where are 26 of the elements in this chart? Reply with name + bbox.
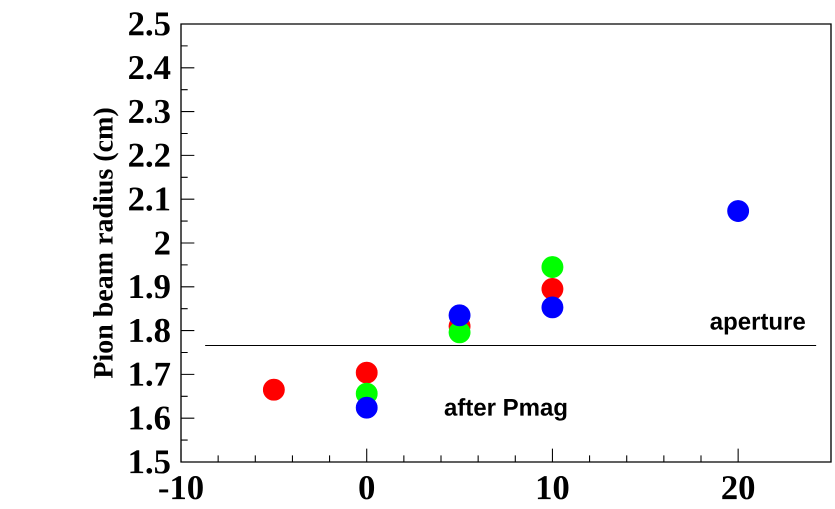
ref-line-label: aperture — [710, 314, 805, 335]
x-tick-label: 20 — [722, 476, 754, 500]
x-tick-label: 0 — [359, 476, 374, 500]
x-tick-label: -10 — [159, 476, 203, 500]
point — [262, 378, 285, 401]
y-tick-label: 1.8 — [130, 318, 170, 342]
y-tick-label: 1.7 — [130, 362, 170, 386]
x-tick-label: 10 — [538, 476, 568, 500]
y-tick-label: 1.9 — [130, 275, 170, 298]
y-tick-label: 2.5 — [129, 12, 170, 36]
y-tick-label: 2.2 — [129, 144, 170, 168]
y-tick-label: 1.5 — [130, 450, 170, 474]
point — [541, 256, 564, 278]
y-tick-label: 1.6 — [130, 406, 170, 430]
y-tick-label: 2 — [155, 232, 170, 254]
point — [541, 296, 564, 318]
y-tick-label: 2.3 — [129, 100, 170, 124]
point — [356, 362, 378, 384]
point — [356, 396, 378, 419]
point — [448, 304, 471, 326]
point — [541, 278, 564, 300]
y-tick-label: 2.1 — [129, 187, 170, 211]
y-tick-label: 2.4 — [129, 56, 170, 80]
annotation: after Pmag — [444, 398, 566, 421]
y-axis-title: Pion beam radius (cm) — [93, 108, 118, 378]
point — [727, 200, 750, 222]
